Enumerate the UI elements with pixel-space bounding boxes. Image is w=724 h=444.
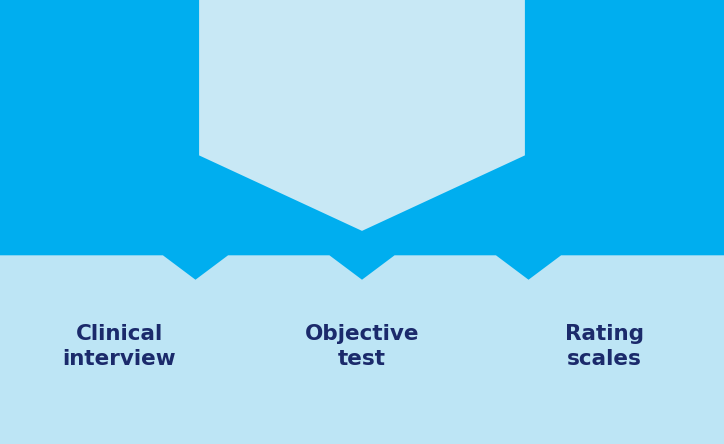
Text: Clinical
interview: Clinical interview	[63, 324, 176, 369]
Polygon shape	[0, 0, 724, 280]
Text: Objective
test: Objective test	[305, 324, 419, 369]
Polygon shape	[199, 0, 525, 231]
Polygon shape	[0, 255, 724, 444]
Text: Rating
scales: Rating scales	[565, 324, 644, 369]
